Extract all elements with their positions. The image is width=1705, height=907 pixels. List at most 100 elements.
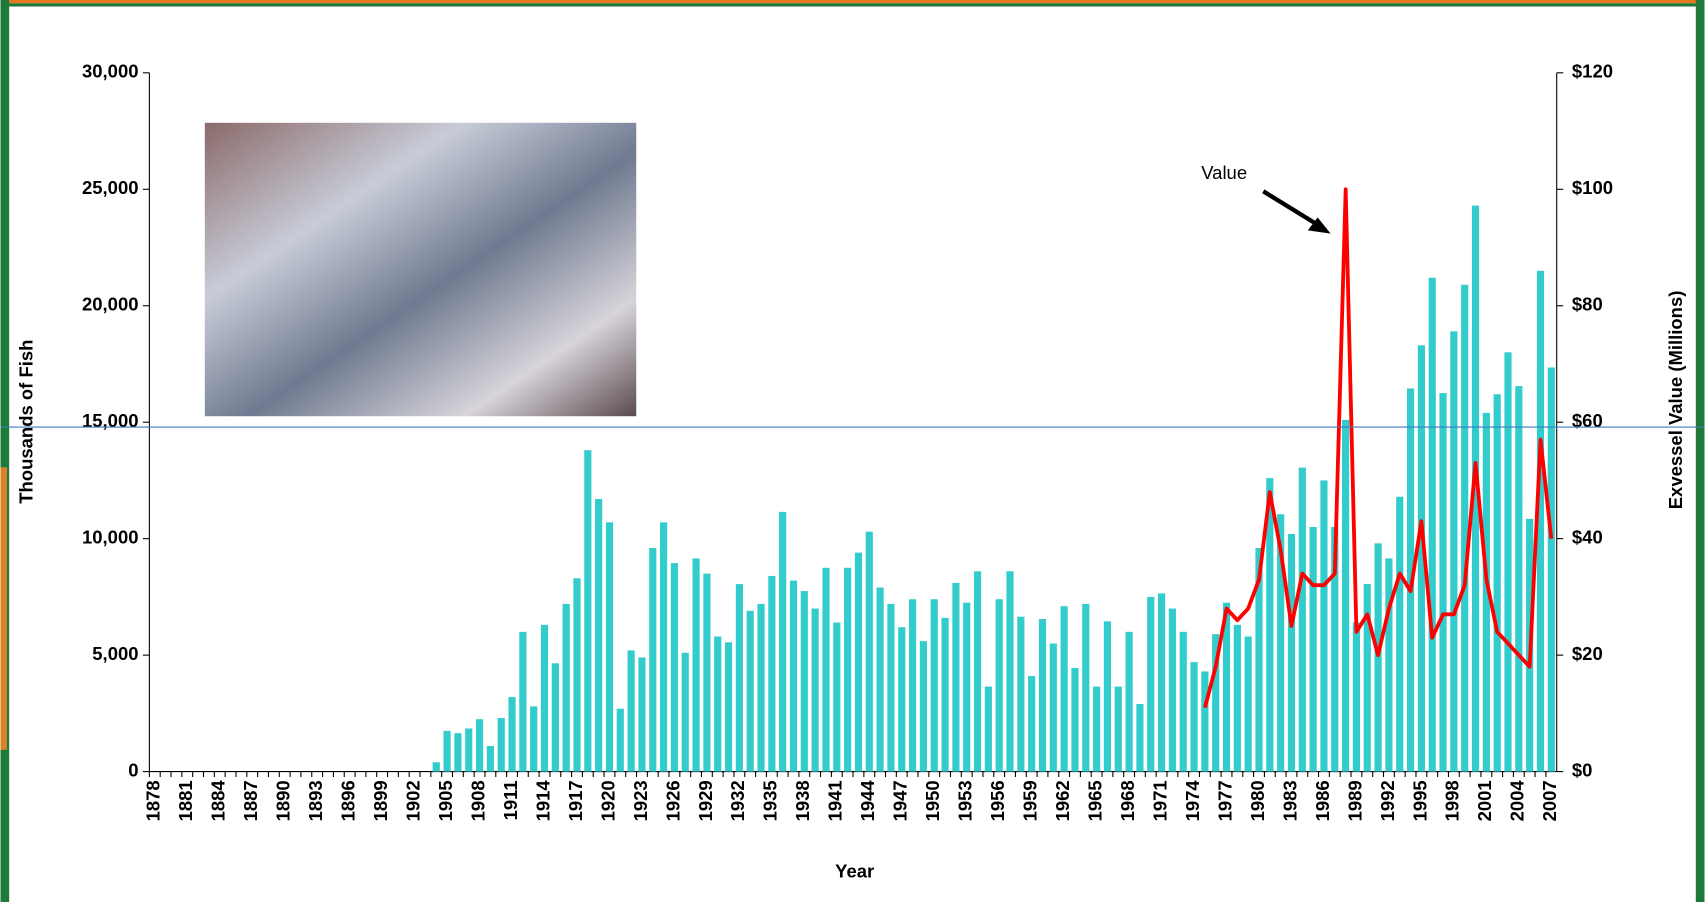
bar	[1071, 667, 1079, 772]
bar	[551, 663, 559, 772]
x-tick-label: 1977	[1214, 780, 1235, 821]
bar	[670, 563, 679, 772]
bar	[952, 582, 960, 772]
bar	[779, 511, 787, 772]
bar	[1298, 467, 1306, 772]
bar	[1417, 345, 1425, 772]
bar	[1017, 616, 1025, 772]
bar	[865, 531, 873, 772]
y-tick-label: 30,000	[82, 61, 139, 82]
bar	[995, 599, 1003, 772]
bar	[1038, 619, 1047, 772]
x-tick-label: 1917	[565, 780, 586, 821]
y2-tick-label: $40	[1572, 527, 1603, 548]
x-tick-label: 1926	[662, 780, 683, 821]
bar	[1461, 284, 1469, 772]
bar	[519, 631, 527, 772]
bar	[735, 584, 743, 772]
x-tick-label: 1893	[305, 780, 326, 821]
bar	[1471, 205, 1480, 772]
bar	[789, 580, 798, 772]
bar	[1450, 331, 1458, 772]
x-tick-label: 1938	[792, 780, 813, 821]
y2-tick-label: $60	[1572, 410, 1603, 431]
frame-top-green	[0, 3, 1705, 7]
bar	[800, 591, 808, 772]
bar	[1266, 478, 1274, 772]
x-tick-label: 2004	[1507, 780, 1528, 822]
y-tick-label: 5,000	[92, 643, 138, 664]
bar	[497, 718, 505, 772]
bar	[508, 697, 516, 772]
x-tick-label: 1899	[370, 780, 391, 821]
y2-tick-label: $120	[1572, 61, 1613, 82]
bar	[692, 558, 700, 772]
bar	[984, 686, 992, 772]
frame-left-accent	[0, 467, 8, 750]
bar	[1352, 622, 1361, 772]
bar	[898, 627, 906, 772]
x-tick-label: 1974	[1182, 780, 1203, 822]
bar	[595, 499, 603, 772]
bar	[1493, 394, 1501, 772]
x-tick-label: 1956	[987, 780, 1008, 821]
x-tick-label: 1944	[857, 780, 878, 822]
y2-tick-label: $100	[1572, 177, 1613, 198]
x-tick-label: 1887	[240, 780, 261, 821]
x-tick-label: 1971	[1149, 780, 1170, 821]
y2-tick-label: $20	[1572, 643, 1603, 664]
bar	[1287, 534, 1296, 772]
bar	[1396, 496, 1404, 772]
bar	[1114, 686, 1122, 772]
bar	[443, 730, 451, 772]
bar	[540, 624, 549, 772]
bar	[714, 636, 722, 772]
bar	[1103, 621, 1112, 772]
bar	[930, 599, 938, 772]
bar	[1504, 352, 1512, 772]
bar	[973, 571, 982, 772]
bar	[1222, 602, 1231, 772]
bar	[887, 603, 895, 772]
bar	[1515, 386, 1523, 772]
bar	[844, 567, 852, 772]
frame-top	[0, 0, 1705, 4]
bar	[1244, 636, 1252, 772]
y-tick-label: 0	[128, 759, 138, 780]
bar	[605, 522, 614, 772]
bar	[616, 708, 624, 772]
y2-tick-label: $80	[1572, 294, 1603, 315]
bar	[1179, 631, 1187, 772]
bar	[876, 587, 884, 772]
bar	[1168, 608, 1176, 772]
bar	[1006, 571, 1014, 772]
y2-tick-label: $0	[1572, 759, 1593, 780]
x-tick-label: 1965	[1084, 780, 1105, 821]
value-line	[1203, 187, 1554, 709]
bar	[854, 552, 863, 772]
x-tick-label: 1980	[1247, 780, 1268, 821]
x-tick-label: 1968	[1117, 780, 1138, 821]
bar	[1190, 662, 1198, 772]
x-tick-label: 1935	[760, 780, 781, 821]
bar	[1136, 704, 1144, 772]
bar	[638, 657, 646, 772]
bar	[908, 599, 917, 772]
x-tick-label: 1896	[338, 780, 359, 821]
bar	[1049, 643, 1057, 772]
bar	[811, 608, 819, 772]
bar	[660, 522, 668, 772]
x-tick-label: 1932	[727, 780, 748, 821]
fish-photo	[204, 122, 637, 417]
bar	[1212, 634, 1220, 772]
bar	[1363, 584, 1371, 772]
x-tick-label: 1908	[467, 780, 488, 821]
x-tick-label: 1992	[1377, 780, 1398, 821]
x-tick-label: 1950	[922, 780, 943, 821]
bar	[1255, 547, 1263, 772]
bar	[454, 733, 462, 772]
bar	[681, 652, 689, 772]
annotation-arrowhead	[1307, 217, 1331, 234]
bar	[768, 575, 776, 772]
